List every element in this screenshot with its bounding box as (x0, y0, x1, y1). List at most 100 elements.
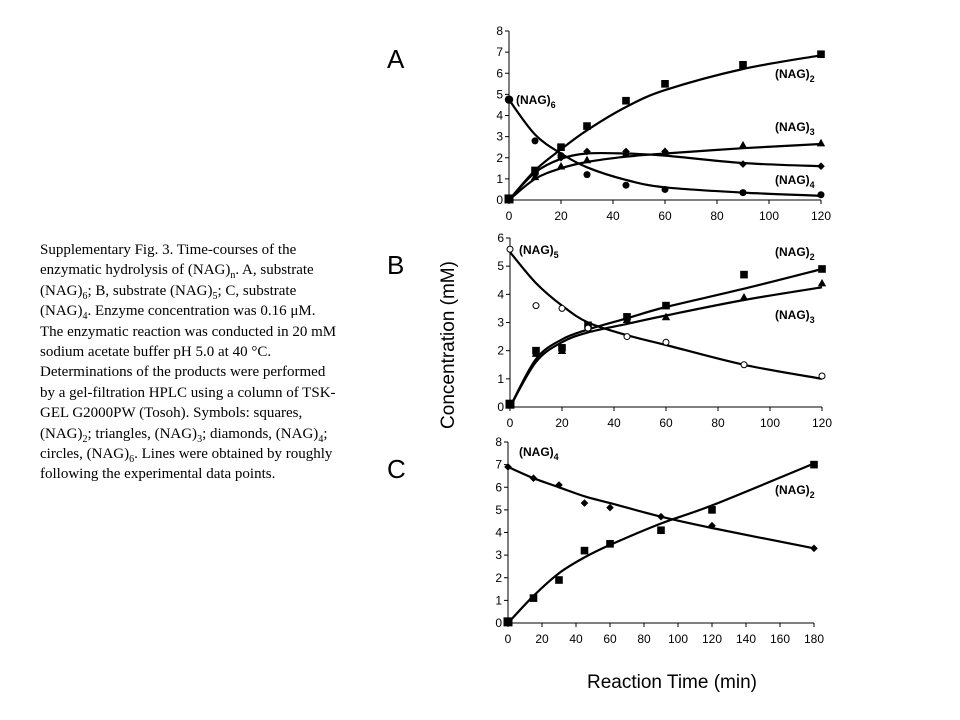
y-tick-label: 2 (495, 571, 502, 585)
series-label-base: (NAG) (775, 308, 810, 322)
x-tick-label: 180 (804, 632, 824, 646)
caption-subscript: 5 (212, 290, 218, 302)
y-tick-label: 7 (496, 45, 503, 59)
data-point (810, 460, 818, 469)
y-tick-label: 3 (495, 548, 502, 562)
caption-text: Supplementary Fig. 3. Time-courses of th… (40, 242, 297, 279)
data-point (622, 315, 632, 324)
figure-caption: Supplementary Fig. 3. Time-courses of th… (40, 240, 340, 485)
x-tick-label: 20 (554, 209, 568, 223)
y-tick-label: 1 (496, 172, 503, 186)
x-tick-label: 120 (811, 209, 831, 223)
x-tick-label: 0 (505, 632, 512, 646)
series-label-subscript: 3 (810, 315, 815, 325)
data-point (583, 147, 591, 156)
series-label-subscript: 3 (810, 127, 815, 137)
data-point (505, 399, 515, 408)
data-point (531, 166, 539, 175)
data-point (740, 361, 748, 369)
data-point (606, 540, 614, 548)
data-point (661, 80, 669, 88)
caption-text: ; triangles, (NAG) (87, 425, 198, 442)
data-point (738, 140, 748, 149)
x-tick-label: 40 (607, 416, 621, 430)
series-curve (507, 465, 815, 550)
y-tick-label: 5 (497, 259, 504, 273)
x-tick-label: 20 (555, 416, 569, 430)
data-point (555, 481, 563, 489)
data-point (556, 162, 566, 170)
data-point (622, 181, 630, 189)
series-label-base: (NAG) (775, 173, 810, 187)
x-tick-label: 100 (668, 632, 688, 646)
series-curve (507, 462, 815, 624)
x-axis-title: Reaction Time (min) (587, 672, 757, 693)
caption-text: ; C, substrate (NAG) (40, 282, 297, 320)
caption-text: . A, substrate (NAG) (40, 262, 314, 299)
series-label-base: (NAG) (775, 245, 810, 259)
series-label-base: (NAG) (519, 445, 554, 459)
series-label-subscript: 4 (810, 180, 815, 190)
caption-subscript: n (230, 270, 236, 282)
y-tick-label: 8 (496, 24, 503, 38)
data-point (657, 526, 665, 535)
series-label-base: (NAG) (775, 120, 810, 134)
data-point (529, 594, 538, 602)
data-point (818, 372, 826, 380)
y-tick-label: 6 (497, 231, 504, 245)
y-tick-label: 7 (495, 458, 502, 472)
series-label: (NAG)2 (775, 67, 815, 84)
series-label: (NAG)4 (775, 173, 815, 190)
caption-subscript: 6 (82, 290, 88, 302)
data-point (557, 346, 567, 355)
data-point (531, 349, 541, 357)
panel-letter-a: A (387, 44, 405, 74)
data-point (580, 499, 589, 507)
data-point (817, 162, 825, 170)
data-point (583, 122, 591, 130)
caption-subscript: 6 (129, 454, 135, 466)
data-point (503, 617, 513, 627)
caption-text: ; B, substrate (NAG) (87, 282, 213, 299)
series-curve (509, 267, 823, 408)
x-tick-label: 40 (606, 209, 620, 223)
data-point (739, 61, 747, 69)
x-tick-label: 120 (812, 416, 832, 430)
data-point (504, 95, 514, 104)
series-label: (NAG)4 (519, 445, 559, 462)
x-tick-label: 80 (710, 209, 724, 223)
data-point (606, 503, 614, 512)
x-tick-label: 160 (770, 632, 790, 646)
x-tick-label: 60 (658, 209, 672, 223)
data-point (817, 278, 827, 287)
y-tick-label: 2 (496, 151, 503, 165)
series-label-subscript: 2 (810, 252, 815, 262)
x-tick-label: 80 (711, 416, 725, 430)
y-tick-label: 2 (497, 344, 504, 358)
series-label: (NAG)3 (775, 308, 815, 325)
data-point (661, 147, 669, 156)
x-tick-label: 0 (506, 209, 513, 223)
data-point (661, 312, 671, 321)
data-point (810, 544, 818, 553)
x-tick-label: 100 (760, 416, 780, 430)
caption-text: ; diamonds, (NAG) (202, 425, 319, 442)
data-point (623, 333, 631, 341)
caption-subscript: 4 (82, 311, 88, 323)
y-tick-label: 4 (495, 526, 502, 540)
x-tick-label: 140 (736, 632, 756, 646)
series-label-base: (NAG) (516, 93, 551, 107)
panel-letter-b: B (387, 250, 405, 280)
data-point (622, 147, 630, 156)
data-point (505, 195, 513, 203)
data-point (740, 270, 748, 279)
data-point (532, 302, 540, 310)
data-point (504, 463, 512, 471)
data-point (657, 512, 665, 521)
y-tick-label: 0 (495, 616, 502, 630)
caption-text: . Enzyme concentration was 0.16 μM. The … (40, 303, 337, 442)
data-point (583, 171, 591, 179)
